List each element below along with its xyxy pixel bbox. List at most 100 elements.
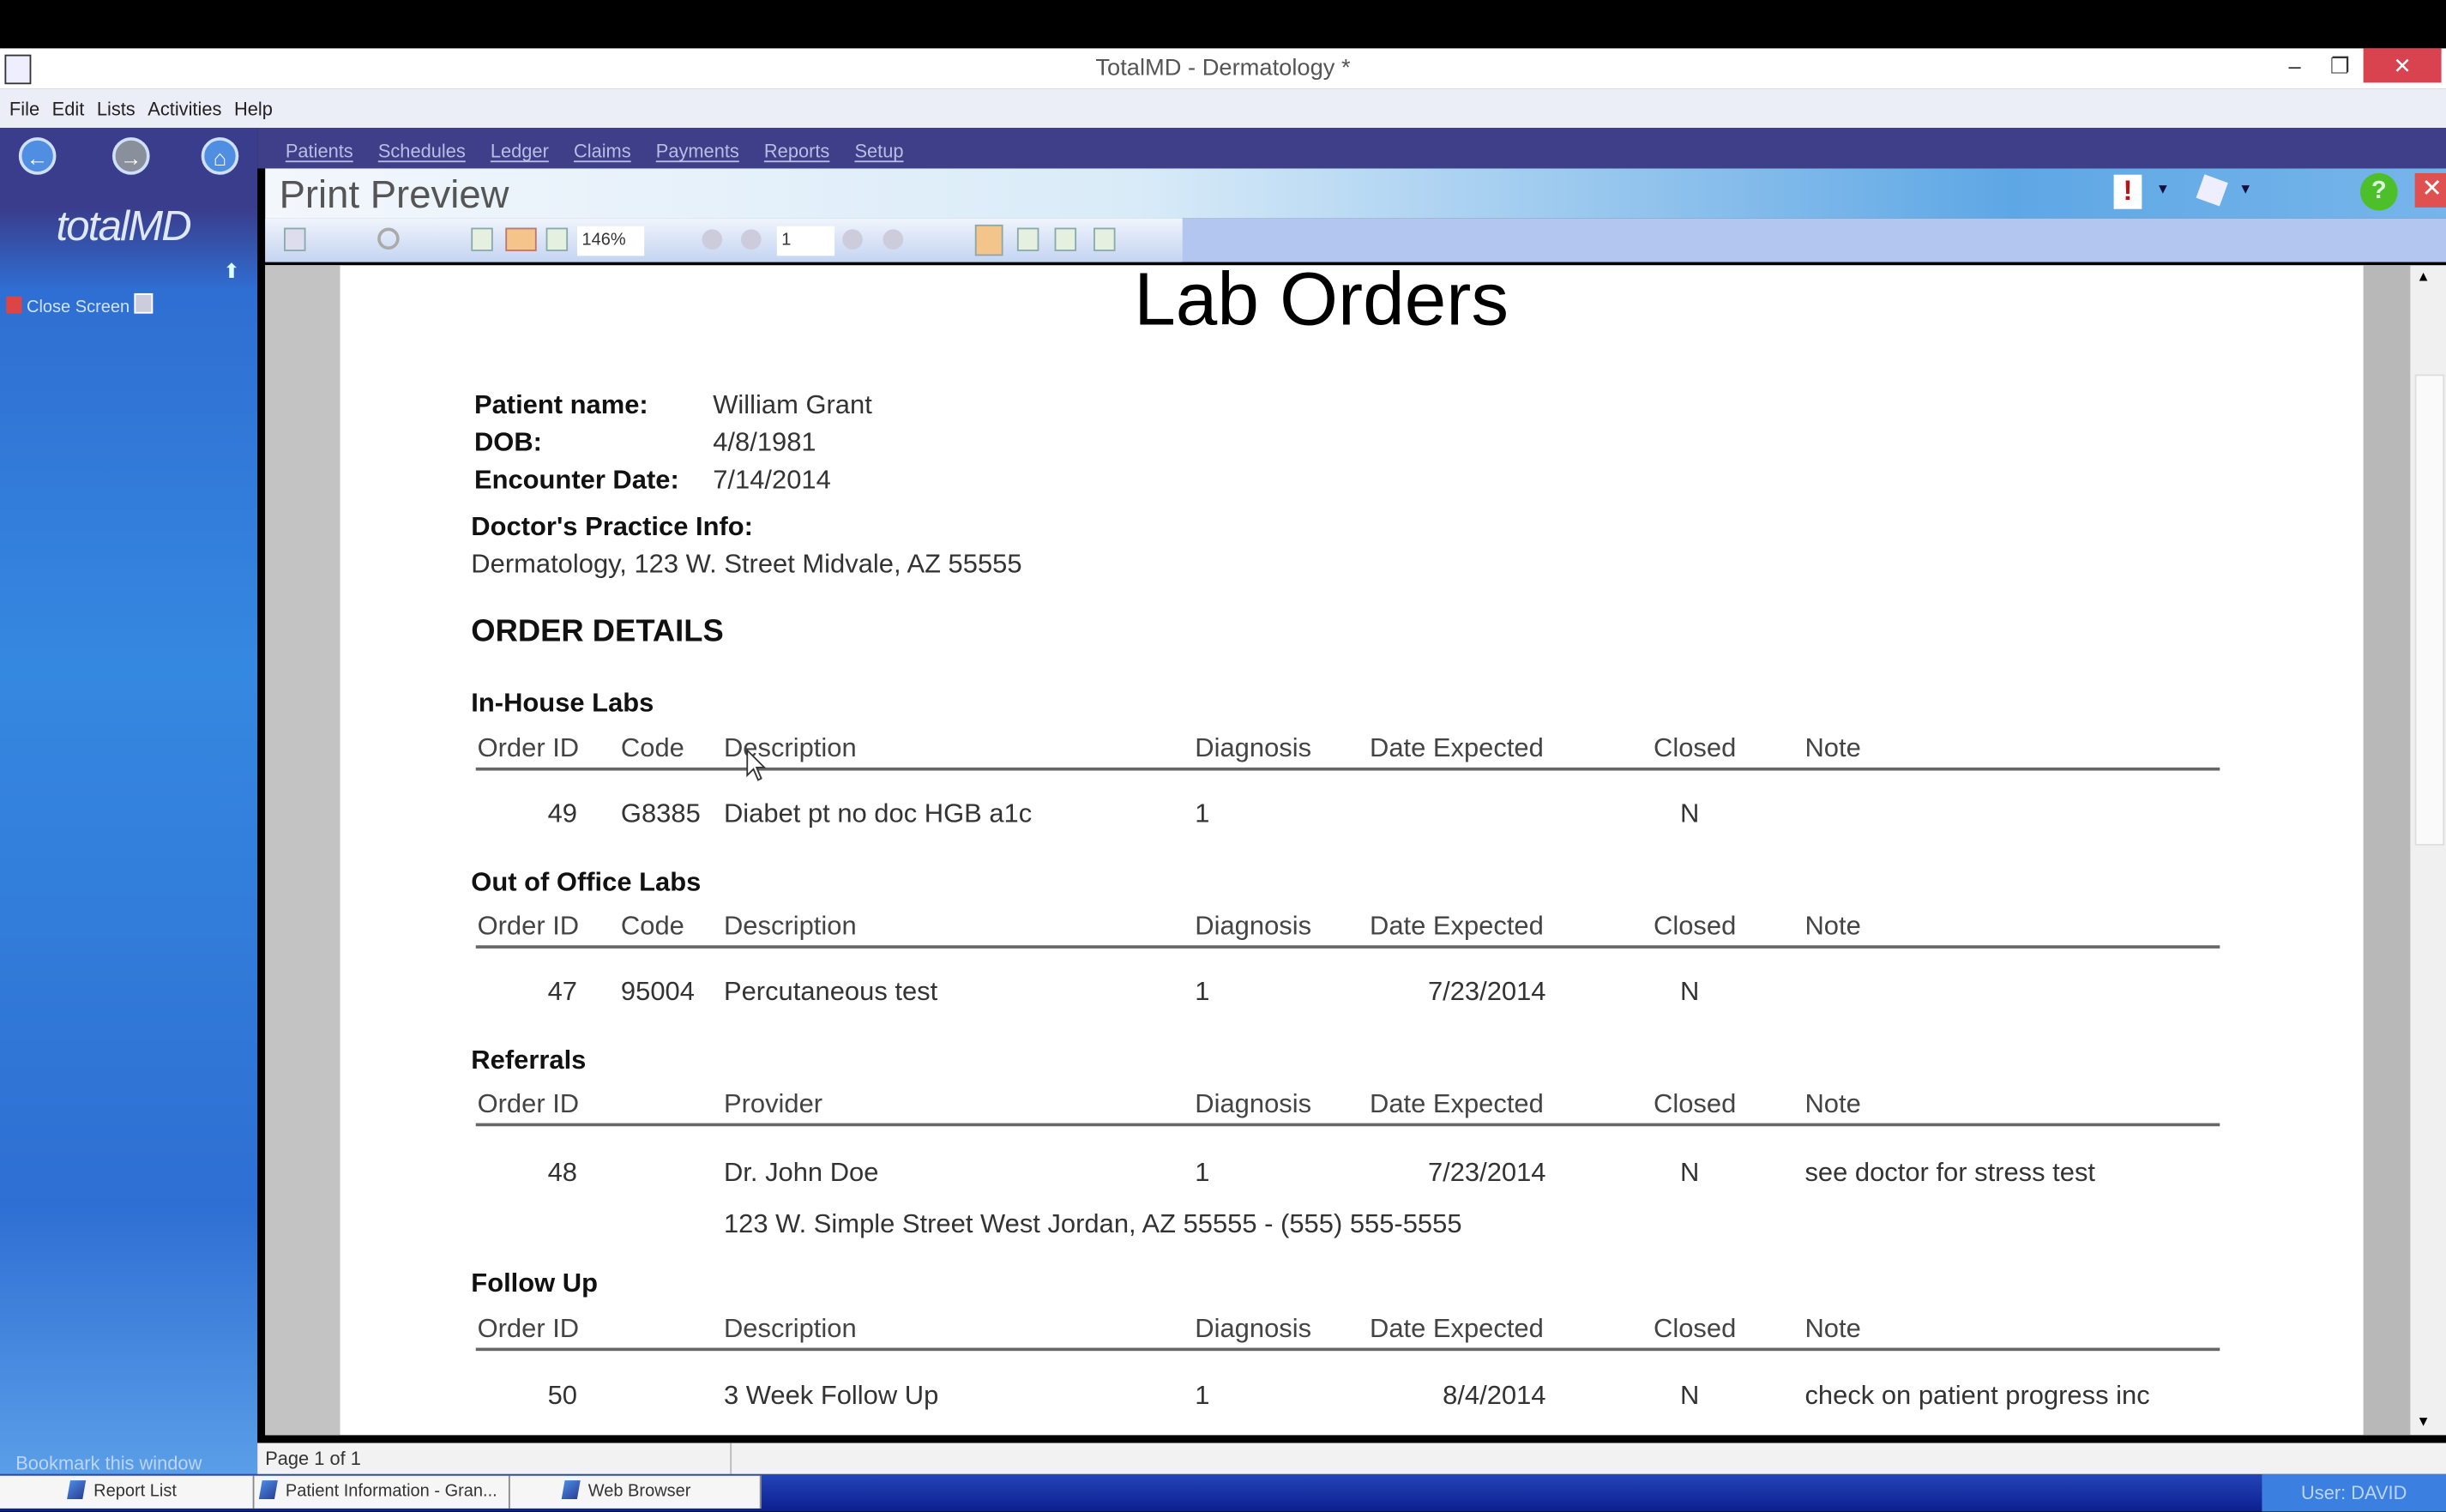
col-diagnosis: Diagnosis — [1195, 732, 1312, 763]
col-note: Note — [1804, 1088, 1861, 1119]
mouse-cursor-icon — [746, 749, 767, 781]
four-page-view-icon[interactable] — [1054, 227, 1077, 251]
col-order-id: Order ID — [477, 911, 580, 941]
col-order-id: Order ID — [477, 1313, 580, 1344]
col-code: Code — [620, 911, 684, 941]
print-icon[interactable] — [284, 227, 306, 251]
forward-icon[interactable]: → — [111, 137, 150, 175]
one-page-view-icon[interactable] — [974, 224, 1003, 256]
order-id: 50 — [547, 1380, 577, 1411]
col-date-expected: Date Expected — [1369, 1088, 1544, 1119]
page-margin-left — [265, 265, 340, 1436]
screen-header: Print Preview ! ▼ ▼ ? ✕ — [265, 168, 2446, 219]
back-icon[interactable]: ← — [18, 137, 57, 175]
header-rule — [475, 1123, 2220, 1127]
task-patient-information[interactable]: Patient Information - Gran... — [254, 1475, 510, 1509]
date-expected: 7/23/2014 — [1427, 1157, 1546, 1188]
practice-info: Dermatology, 123 W. Street Midvale, AZ 5… — [471, 549, 1022, 579]
task-report-list[interactable]: Report List — [0, 1475, 255, 1509]
totalmd-logo: totalMD — [56, 202, 191, 250]
col-date-expected: Date Expected — [1369, 1313, 1544, 1344]
menu-edit[interactable]: Edit — [51, 98, 85, 121]
notes-dropdown-icon[interactable]: ▼ — [2238, 180, 2253, 197]
header-rule — [475, 945, 2220, 949]
menu-file[interactable]: File — [9, 98, 40, 121]
scroll-up-icon[interactable]: ▲ — [2416, 268, 2431, 285]
nav-claims[interactable]: Claims — [573, 140, 631, 163]
page-field[interactable]: 1 — [776, 226, 835, 256]
provider: Dr. John Doe — [723, 1157, 879, 1188]
last-page-icon[interactable] — [883, 229, 904, 250]
col-order-id: Order ID — [477, 1088, 580, 1119]
gem-icon — [258, 1480, 278, 1499]
nav-reports[interactable]: Reports — [763, 140, 830, 163]
alert-dropdown-icon[interactable]: ▼ — [2155, 180, 2170, 197]
task-label: Report List — [93, 1481, 177, 1501]
home-icon[interactable]: ⌂ — [201, 137, 239, 175]
nav-schedules[interactable]: Schedules — [377, 140, 466, 163]
scroll-thumb[interactable] — [2414, 374, 2445, 846]
closed: N — [1679, 798, 1700, 828]
restore-button[interactable]: ❐ — [2329, 52, 2350, 78]
patient-label: Patient name: — [473, 389, 648, 420]
preview-toolbar: 146% 1 — [265, 218, 2446, 262]
code: G8385 — [620, 798, 701, 828]
single-page-icon[interactable] — [471, 227, 493, 251]
practice-label: Doctor's Practice Info: — [471, 511, 753, 542]
order-details-heading: ORDER DETAILS — [471, 614, 724, 649]
status-divider — [730, 1443, 732, 1474]
col-note: Note — [1804, 911, 1861, 941]
note: check on patient progress inc — [1804, 1380, 2150, 1411]
close-screen-link[interactable]: Close Screen — [6, 292, 154, 316]
nav-patients[interactable]: Patients — [285, 140, 353, 163]
menu-help[interactable]: Help — [233, 98, 273, 121]
close-x-icon — [6, 296, 22, 314]
section-heading: Follow Up — [471, 1268, 599, 1298]
scroll-down-icon[interactable]: ▼ — [2416, 1413, 2431, 1430]
minimize-button[interactable]: – — [2288, 52, 2301, 78]
menu-bar: File Edit Lists Activities Help — [0, 88, 2446, 129]
page-width-icon[interactable] — [505, 227, 537, 251]
toolbar-strip: 146% 1 — [265, 218, 1183, 262]
task-web-browser[interactable]: Web Browser — [509, 1475, 762, 1509]
notes-icon[interactable] — [2196, 174, 2228, 207]
bookmark-link[interactable]: Bookmark this window — [15, 1452, 202, 1474]
nav-ledger[interactable]: Ledger — [490, 140, 549, 163]
zoom-field[interactable]: 146% — [576, 226, 645, 256]
close-screen-icon[interactable]: ✕ — [2414, 172, 2446, 208]
multi-page-view-icon[interactable] — [1093, 227, 1116, 251]
order-id: 48 — [547, 1157, 577, 1188]
diagnosis: 1 — [1195, 1380, 1210, 1411]
diagnosis: 1 — [1195, 798, 1210, 828]
next-page-icon[interactable] — [842, 229, 863, 250]
close-button[interactable]: ✕ — [2363, 48, 2442, 83]
menu-activities[interactable]: Activities — [148, 98, 222, 121]
col-diagnosis: Diagnosis — [1195, 1313, 1312, 1344]
two-page-view-icon[interactable] — [1016, 227, 1039, 251]
help-icon[interactable]: ? — [2359, 172, 2398, 211]
first-page-icon[interactable] — [702, 229, 723, 250]
nav-payments[interactable]: Payments — [655, 140, 739, 163]
col-note: Note — [1804, 732, 1861, 763]
whole-page-icon[interactable] — [545, 227, 569, 251]
prev-page-icon[interactable] — [740, 229, 762, 250]
gem-icon — [561, 1480, 581, 1499]
col-closed: Closed — [1654, 1088, 1737, 1119]
provider-address: 123 W. Simple Street West Jordan, AZ 555… — [723, 1208, 1462, 1239]
closed: N — [1679, 1380, 1700, 1411]
encounter-label: Encounter Date: — [473, 465, 679, 495]
title-bar: TotalMD - Dermatology * – ❐ ✕ — [0, 48, 2446, 89]
task-label: Web Browser — [587, 1481, 691, 1501]
dob-value: 4/8/1981 — [713, 427, 816, 457]
alert-icon[interactable]: ! — [2113, 174, 2142, 209]
patient-name: William Grant — [713, 389, 872, 420]
col-provider: Provider — [723, 1088, 823, 1119]
search-icon[interactable] — [377, 227, 400, 250]
col-date-expected: Date Expected — [1369, 732, 1544, 763]
col-description: Description — [723, 732, 857, 763]
report-title: Lab Orders — [1134, 258, 1509, 342]
menu-lists[interactable]: Lists — [96, 98, 136, 121]
vertical-scrollbar[interactable]: ▲ ▼ — [2410, 265, 2446, 1436]
collapse-up-icon[interactable]: ⬆ — [223, 258, 240, 283]
nav-setup[interactable]: Setup — [854, 140, 904, 163]
